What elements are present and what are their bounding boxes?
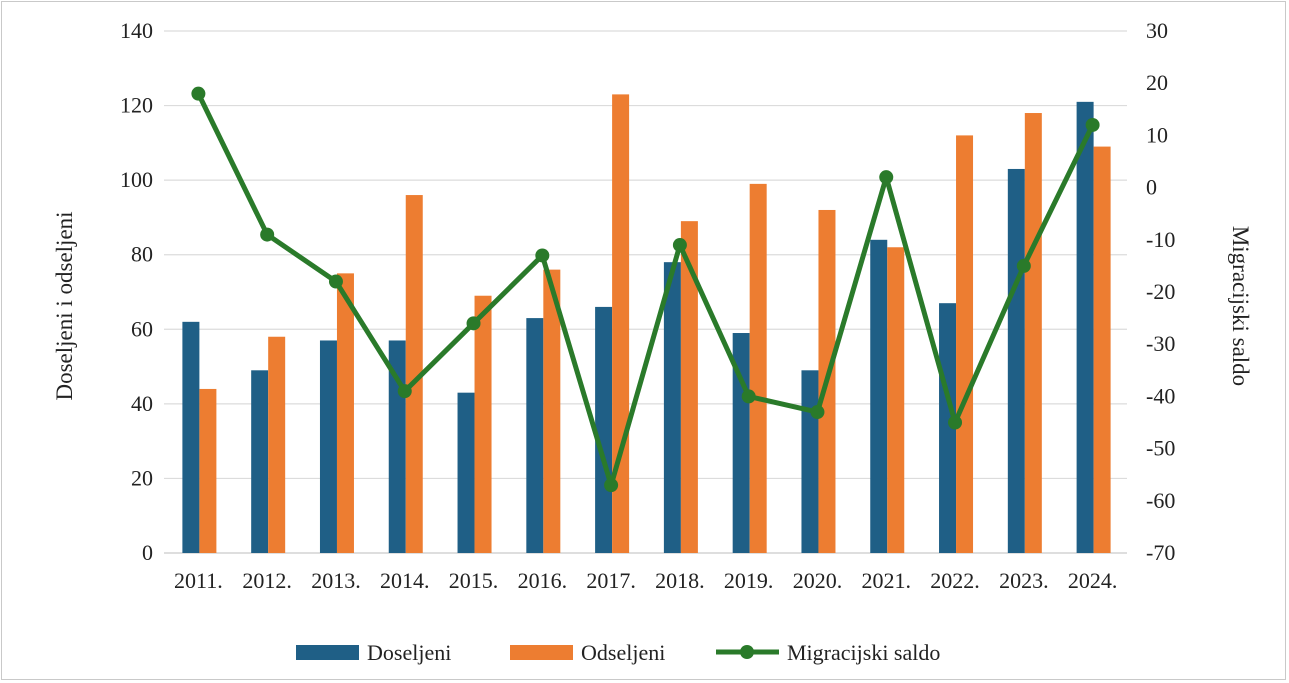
x-tick-label: 2016.: [518, 568, 568, 593]
legend-label: Migracijski saldo: [787, 640, 940, 665]
legend-label: Odseljeni: [581, 640, 665, 665]
bar-doseljeni: [1076, 101, 1094, 553]
saldo-line-path: [196, 92, 1095, 488]
bar-doseljeni: [319, 340, 337, 553]
bar-doseljeni: [526, 318, 544, 553]
bar-doseljeni: [182, 321, 200, 553]
x-tick-label: 2011.: [174, 568, 223, 593]
left-tick-label: 140: [120, 18, 153, 43]
bar-odseljeni: [199, 388, 217, 553]
bar-doseljeni: [870, 239, 888, 554]
saldo-point: [397, 384, 412, 399]
bar-doseljeni: [457, 392, 475, 553]
x-tick-label: 2013.: [311, 568, 361, 593]
saldo-point: [535, 248, 550, 263]
saldo-point: [260, 227, 275, 242]
saldo-point: [672, 238, 687, 253]
saldo-point: [879, 170, 894, 185]
saldo-line: [191, 86, 1100, 493]
left-tick-label: 80: [131, 242, 153, 267]
right-tick-label: 30: [1146, 18, 1168, 43]
right-tick-label: -20: [1146, 279, 1175, 304]
bar-doseljeni: [663, 262, 681, 553]
legend: Doseljeni Odseljeni Migracijski saldo: [296, 640, 940, 665]
bar-doseljeni: [801, 370, 819, 553]
bar-odseljeni: [1093, 146, 1111, 554]
left-tick-label: 120: [120, 93, 153, 118]
x-tick-label: 2019.: [724, 568, 774, 593]
right-tick-label: -70: [1146, 540, 1175, 565]
saldo-point: [948, 415, 963, 430]
legend-swatch-doseljeni: [296, 645, 359, 660]
saldo-point: [604, 478, 619, 493]
x-tick-label: 2018.: [655, 568, 705, 593]
x-tick-label: 2012.: [242, 568, 292, 593]
bar-odseljeni: [749, 183, 767, 553]
left-tick-label: 20: [131, 465, 153, 490]
bar-doseljeni: [1007, 168, 1025, 553]
x-tick-label: 2023.: [999, 568, 1049, 593]
right-tick-label: -50: [1146, 436, 1175, 461]
saldo-point: [810, 405, 825, 420]
saldo-point: [466, 316, 481, 331]
right-axis-ticks: -70 -60 -50 -40 -30 -20 -10 0 10 20 30: [1146, 18, 1175, 565]
saldo-point: [1016, 258, 1031, 273]
saldo-point: [741, 389, 756, 404]
x-tick-label: 2022.: [930, 568, 980, 593]
left-axis-ticks: 0 20 40 60 80 100 120 140: [120, 18, 153, 565]
left-tick-label: 40: [131, 391, 153, 416]
legend-swatch-odseljeni: [510, 645, 573, 660]
saldo-point: [1085, 117, 1100, 132]
left-axis-title: Doseljeni i odseljeni: [52, 211, 77, 400]
x-tick-label: 2024.: [1068, 568, 1118, 593]
bar-doseljeni: [251, 370, 269, 553]
x-tick-label: 2017.: [586, 568, 636, 593]
right-tick-label: -60: [1146, 488, 1175, 513]
left-tick-label: 60: [131, 316, 153, 341]
legend-swatch-marker: [740, 645, 754, 659]
bar-odseljeni: [680, 221, 698, 553]
right-tick-label: -40: [1146, 383, 1175, 408]
bar-odseljeni: [543, 269, 561, 553]
right-axis-title: Migracijski saldo: [1228, 226, 1253, 386]
x-axis-ticks: 2011. 2012. 2013. 2014. 2015. 2016. 2017. 2018.…: [174, 568, 1117, 593]
saldo-point: [191, 86, 206, 101]
gridlines: [164, 30, 1127, 554]
bar-odseljeni: [268, 336, 286, 553]
x-tick-label: 2021.: [862, 568, 912, 593]
bars: [182, 94, 1111, 554]
bar-doseljeni: [939, 303, 957, 553]
bar-odseljeni: [405, 195, 423, 554]
bar-odseljeni: [1024, 113, 1042, 554]
x-tick-label: 2014.: [380, 568, 430, 593]
bar-odseljeni: [887, 247, 905, 553]
bar-odseljeni: [474, 295, 492, 553]
right-tick-label: -30: [1146, 331, 1175, 356]
legend-label: Doseljeni: [367, 640, 451, 665]
left-tick-label: 0: [142, 540, 153, 565]
right-tick-label: 20: [1146, 70, 1168, 95]
x-tick-label: 2020.: [793, 568, 843, 593]
bar-odseljeni: [336, 273, 354, 553]
left-tick-label: 100: [120, 167, 153, 192]
saldo-point: [328, 274, 343, 289]
bar-doseljeni: [595, 306, 613, 553]
right-tick-label: 0: [1146, 175, 1157, 200]
right-tick-label: -10: [1146, 227, 1175, 252]
bar-odseljeni: [956, 135, 974, 553]
x-tick-label: 2015.: [449, 568, 499, 593]
right-tick-label: 10: [1146, 122, 1168, 147]
